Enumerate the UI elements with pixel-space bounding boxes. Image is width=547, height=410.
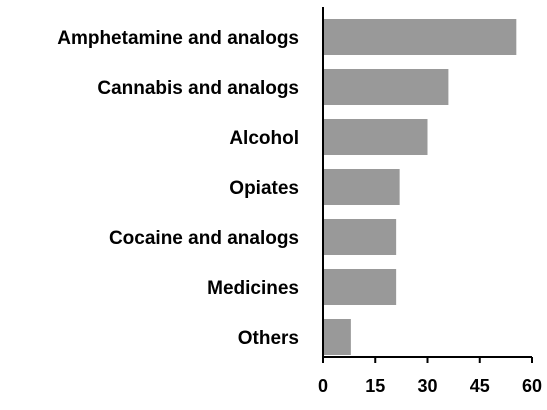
- bar-cannabis-and-analogs: [324, 69, 449, 105]
- category-label-others: Others: [238, 328, 299, 349]
- x-tick-label-45: 45: [470, 376, 490, 396]
- bar-others: [324, 319, 351, 355]
- x-tick-label-60: 60: [522, 376, 542, 396]
- category-label-amphetamine-and-analogs: Amphetamine and analogs: [57, 28, 299, 49]
- category-label-alcohol: Alcohol: [229, 128, 299, 149]
- category-label-cannabis-and-analogs: Cannabis and analogs: [97, 78, 299, 99]
- category-label-opiates: Opiates: [229, 178, 299, 199]
- bar-amphetamine-and-analogs: [324, 19, 517, 55]
- x-tick-label-15: 15: [365, 376, 385, 396]
- bar-opiates: [324, 169, 400, 205]
- bars-layer: [324, 19, 517, 355]
- bar-medicines: [324, 269, 397, 305]
- category-label-medicines: Medicines: [207, 278, 299, 299]
- category-label-cocaine-and-analogs: Cocaine and analogs: [109, 228, 299, 249]
- x-tick-label-0: 0: [318, 376, 328, 396]
- x-axis-ticks: 0 15 30 45 60: [318, 357, 542, 396]
- x-tick-label-30: 30: [417, 376, 437, 396]
- bar-alcohol: [324, 119, 428, 155]
- bar-cocaine-and-analogs: [324, 219, 397, 255]
- category-labels: Amphetamine and analogs Cannabis and anal…: [57, 28, 299, 349]
